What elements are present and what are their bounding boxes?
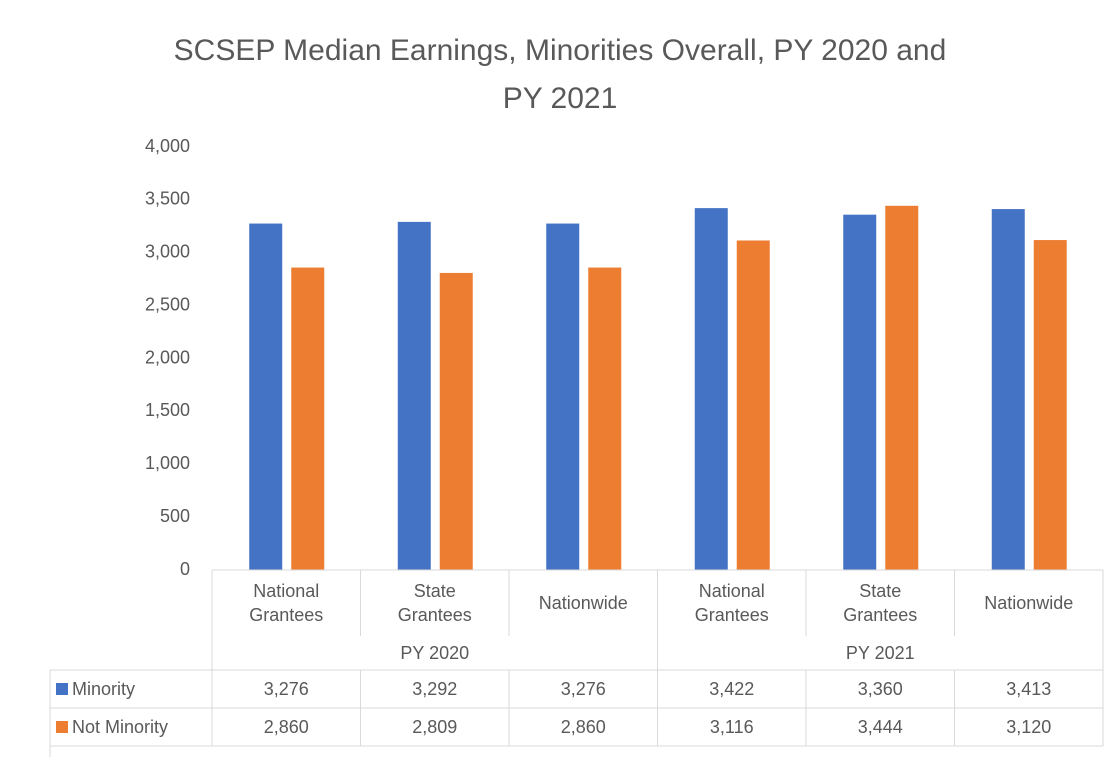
bar	[736, 240, 770, 570]
group-label: PY 2020	[400, 643, 469, 663]
table-value: 3,276	[264, 679, 309, 699]
table-value: 3,422	[709, 679, 754, 699]
legend-key	[56, 683, 68, 695]
bar	[843, 214, 877, 570]
bar	[546, 223, 580, 571]
x-tick-label: Nationwide	[538, 593, 628, 613]
group-label: PY 2021	[846, 643, 915, 663]
bar	[291, 267, 325, 570]
x-tick-label: National Grantees	[249, 581, 324, 625]
y-tick-label: 2,500	[145, 294, 190, 314]
x-tick-label: National Grantees	[694, 581, 769, 625]
y-tick-label: 3,500	[145, 189, 190, 209]
x-tick-label: State Grantees	[843, 581, 918, 625]
y-tick-label: 3,000	[145, 242, 190, 262]
legend-label: Minority	[72, 679, 135, 699]
bar	[885, 205, 919, 570]
table-value: 3,292	[412, 679, 457, 699]
bar	[694, 208, 728, 570]
bar	[588, 267, 622, 570]
table-value: 3,116	[710, 717, 754, 737]
y-tick-label: 1,500	[145, 400, 190, 420]
x-tick-label: Nationwide	[984, 593, 1074, 613]
table-value: 3,413	[1006, 679, 1051, 699]
bar	[1033, 240, 1067, 570]
y-tick-label: 500	[160, 506, 190, 526]
table-value: 3,444	[858, 717, 903, 737]
table-value: 3,276	[561, 679, 606, 699]
table-value: 2,860	[561, 717, 606, 737]
table-value: 3,360	[858, 679, 903, 699]
table-value: 2,809	[412, 717, 457, 737]
y-tick-label: 0	[180, 559, 190, 579]
bar	[397, 221, 431, 570]
bar	[439, 272, 473, 570]
bar	[991, 209, 1025, 570]
bar	[249, 223, 283, 571]
y-tick-label: 4,000	[145, 136, 190, 156]
table-value: 3,120	[1006, 717, 1051, 737]
y-tick-label: 2,000	[145, 347, 190, 367]
legend-key	[56, 721, 68, 733]
x-tick-label: State Grantees	[397, 581, 472, 625]
legend-label: Not Minority	[72, 717, 168, 737]
y-tick-label: 1,000	[145, 453, 190, 473]
table-value: 2,860	[264, 717, 309, 737]
chart-title: SCSEP Median Earnings, Minorities Overal…	[174, 34, 947, 115]
